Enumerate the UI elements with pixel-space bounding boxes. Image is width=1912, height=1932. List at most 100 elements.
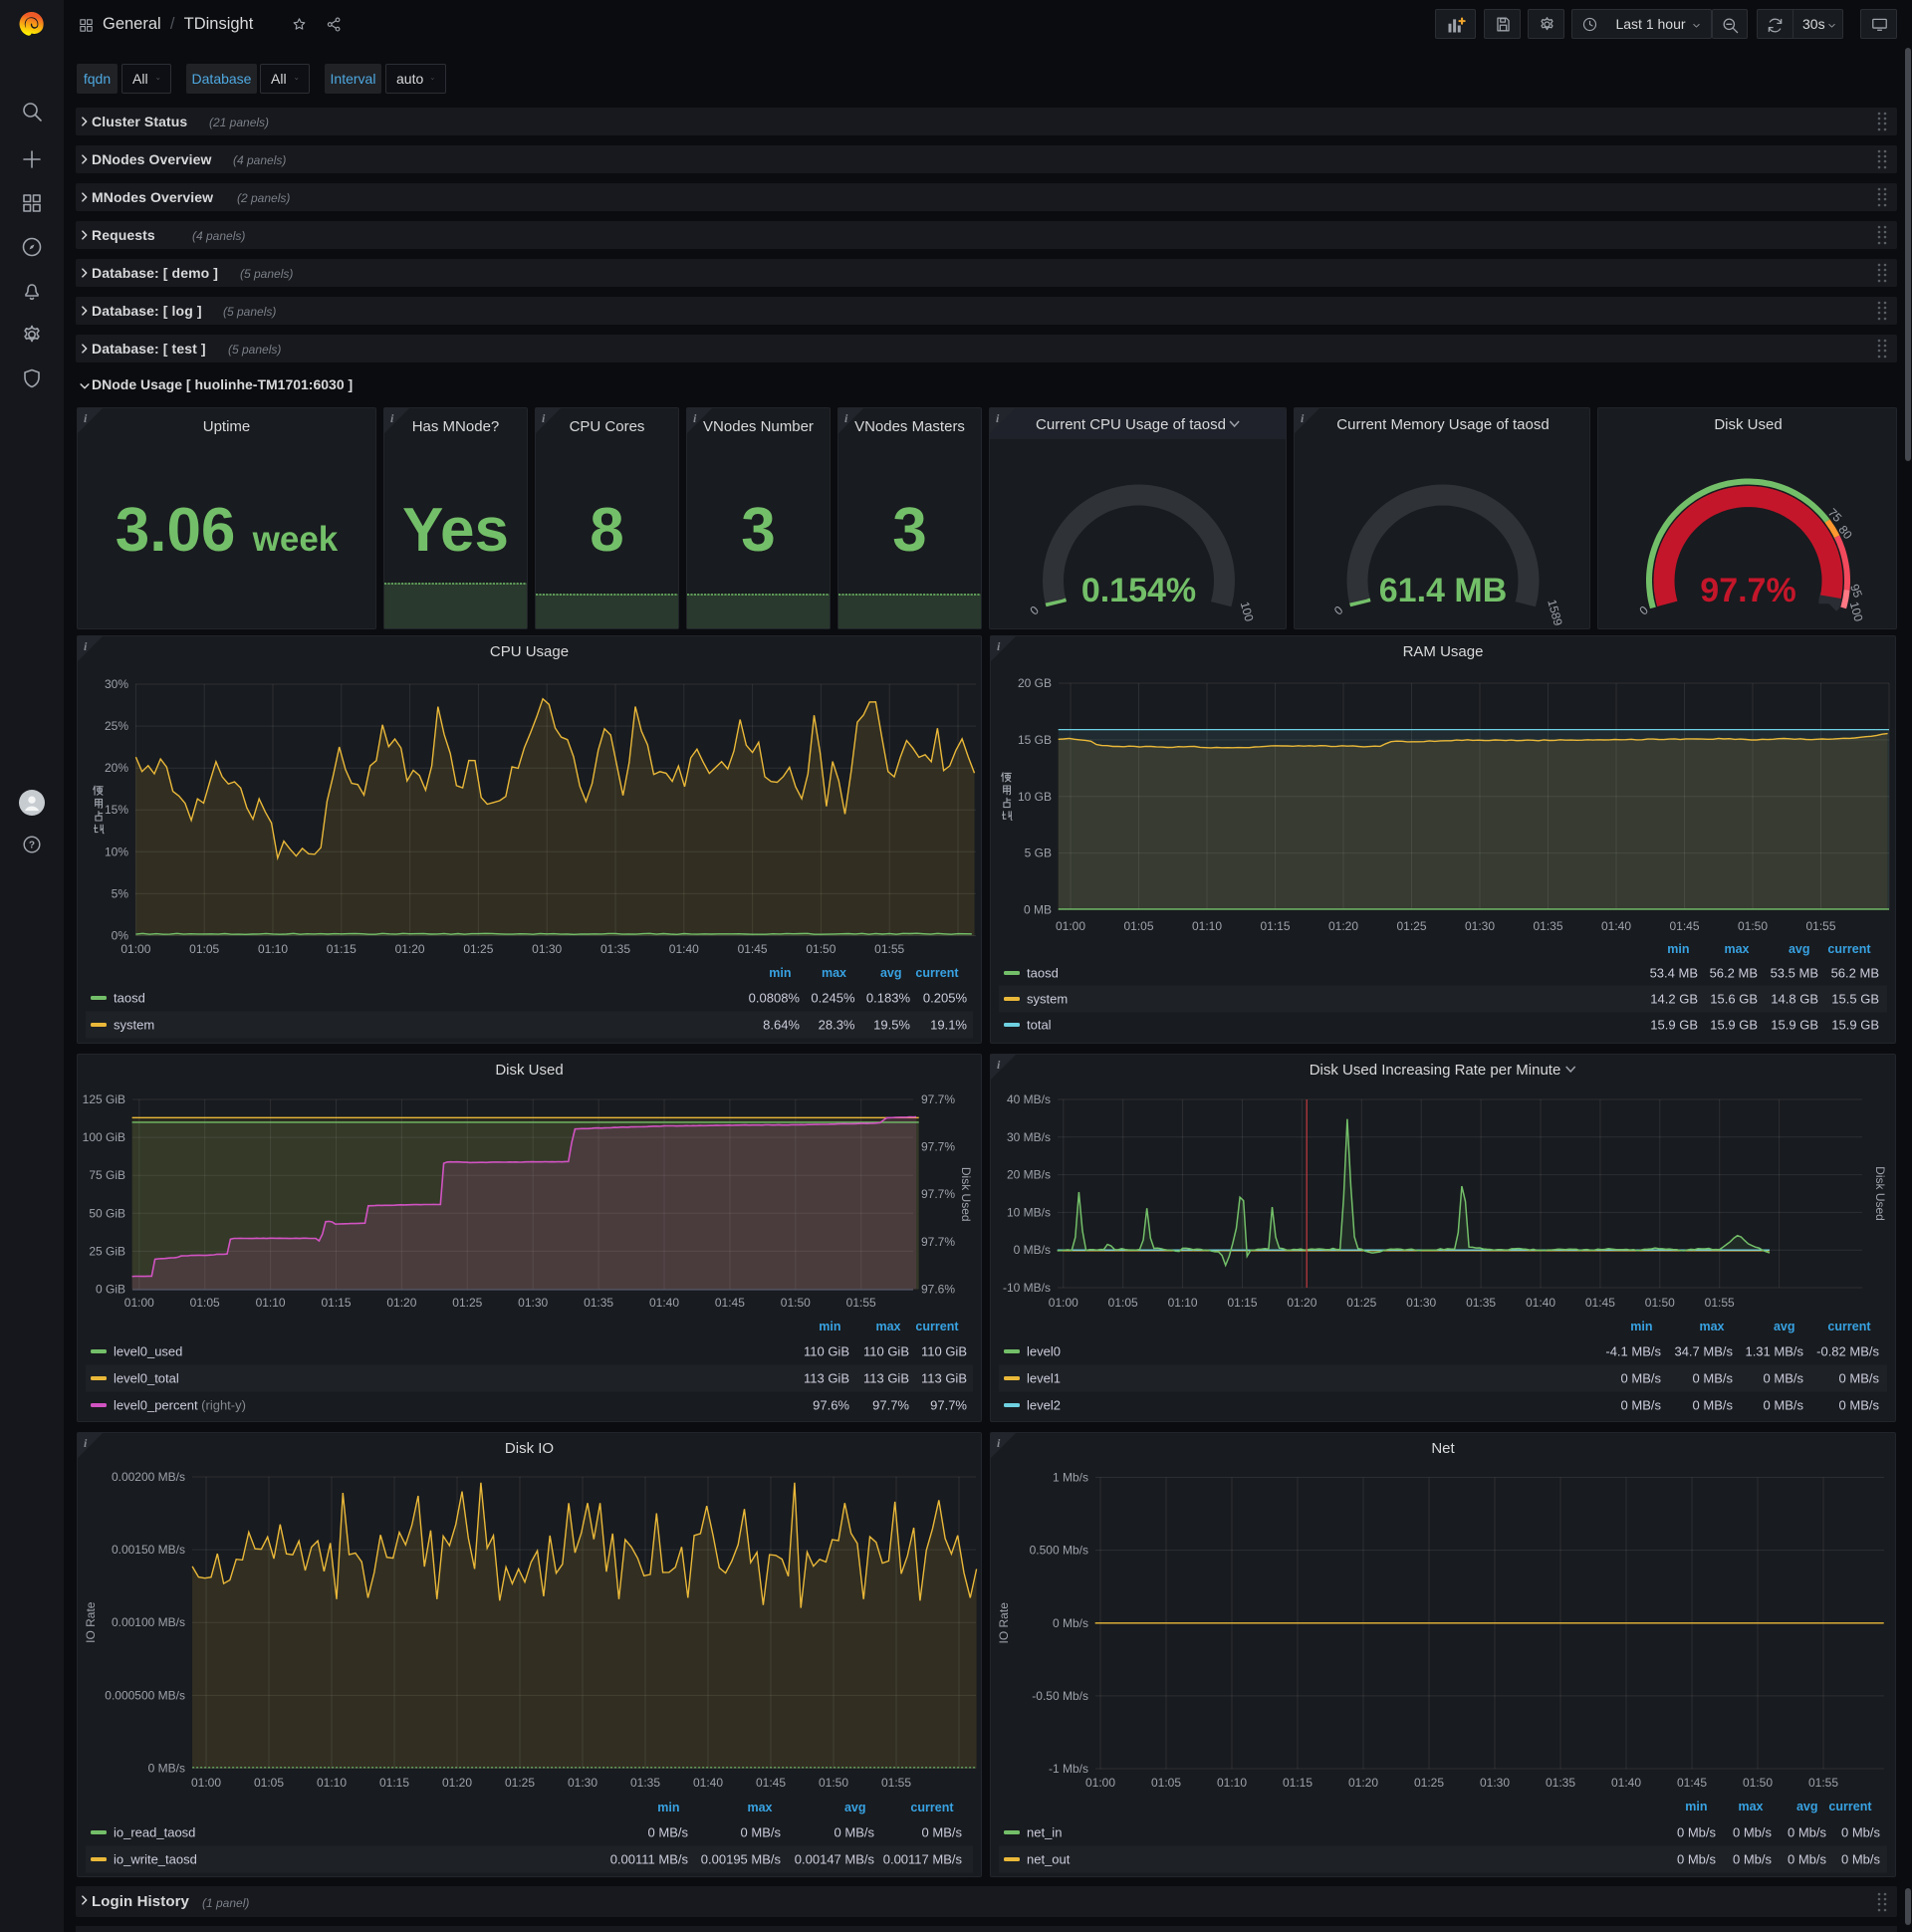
svg-text:01:35: 01:35 xyxy=(1533,919,1562,933)
svg-text:01:35: 01:35 xyxy=(600,942,630,956)
svg-text:10%: 10% xyxy=(105,845,128,858)
svg-text:taosd: taosd xyxy=(1027,966,1059,981)
svg-text:net_in: net_in xyxy=(1027,1825,1062,1840)
svg-text:97.7%: 97.7% xyxy=(1700,572,1795,609)
svg-text:01:25: 01:25 xyxy=(1414,1776,1444,1790)
svg-text:current: current xyxy=(915,966,959,980)
svg-text:current: current xyxy=(1827,942,1871,956)
svg-text:75 GiB: 75 GiB xyxy=(89,1168,125,1182)
svg-text:01:50: 01:50 xyxy=(806,942,836,956)
svg-text:level0: level0 xyxy=(1027,1344,1061,1359)
svg-text:0.00111 MB/s: 0.00111 MB/s xyxy=(610,1852,689,1867)
svg-text:0 MB/s: 0 MB/s xyxy=(648,1825,689,1840)
svg-text:01:10: 01:10 xyxy=(1192,919,1222,933)
svg-text:0 Mb/s: 0 Mb/s xyxy=(1733,1852,1773,1867)
svg-text:0.00195 MB/s: 0.00195 MB/s xyxy=(701,1852,782,1867)
svg-text:30%: 30% xyxy=(105,677,128,691)
svg-text:19.5%: 19.5% xyxy=(873,1018,910,1033)
svg-text:avg: avg xyxy=(844,1801,866,1814)
svg-text:01:50: 01:50 xyxy=(1743,1776,1773,1790)
svg-text:0.245%: 0.245% xyxy=(811,991,855,1006)
svg-text:01:05: 01:05 xyxy=(1108,1296,1138,1310)
svg-text:Disk Used: Disk Used xyxy=(959,1167,973,1222)
svg-text:0.183%: 0.183% xyxy=(866,991,911,1006)
svg-text:113 GiB: 113 GiB xyxy=(804,1371,849,1386)
svg-text:io_read_taosd: io_read_taosd xyxy=(114,1825,195,1840)
svg-text:0 MB/s: 0 MB/s xyxy=(835,1825,875,1840)
svg-text:10 MB/s: 10 MB/s xyxy=(1007,1205,1051,1219)
svg-text:current: current xyxy=(1827,1320,1871,1333)
svg-text:53.5 MB: 53.5 MB xyxy=(1771,966,1818,981)
svg-text:avg: avg xyxy=(1774,1320,1795,1333)
svg-text:01:30: 01:30 xyxy=(532,942,562,956)
svg-text:0: 0 xyxy=(1637,603,1652,617)
svg-text:01:50: 01:50 xyxy=(781,1296,811,1310)
svg-text:01:05: 01:05 xyxy=(1123,919,1153,933)
svg-text:0 MB/s: 0 MB/s xyxy=(741,1825,782,1840)
svg-text:01:30: 01:30 xyxy=(1465,919,1495,933)
svg-text:min: min xyxy=(769,966,791,980)
svg-text:taosd: taosd xyxy=(114,991,145,1006)
svg-text:level1: level1 xyxy=(1027,1371,1061,1386)
svg-text:Disk Used Increasing Rate per: Disk Used Increasing Rate per Minute xyxy=(1310,1062,1561,1079)
svg-text:01:20: 01:20 xyxy=(386,1296,416,1310)
svg-text:14.2 GB: 14.2 GB xyxy=(1650,992,1698,1007)
svg-text:113 GiB: 113 GiB xyxy=(921,1371,967,1386)
svg-text:20 MB/s: 20 MB/s xyxy=(1007,1168,1051,1182)
svg-text:0 Mb/s: 0 Mb/s xyxy=(1677,1825,1717,1840)
svg-text:01:35: 01:35 xyxy=(584,1296,613,1310)
svg-text:0 MB/s: 0 MB/s xyxy=(1621,1398,1662,1413)
svg-text:15.5 GB: 15.5 GB xyxy=(1831,992,1879,1007)
svg-text:15.6 GB: 15.6 GB xyxy=(1710,992,1758,1007)
svg-text:system: system xyxy=(114,1018,154,1033)
svg-text:Disk Used: Disk Used xyxy=(1873,1166,1887,1221)
svg-text:97.7%: 97.7% xyxy=(930,1398,967,1413)
svg-text:max: max xyxy=(747,1801,772,1814)
svg-text:0 MB/s: 0 MB/s xyxy=(1764,1398,1804,1413)
svg-text:0 GiB: 0 GiB xyxy=(96,1283,125,1297)
svg-text:level2: level2 xyxy=(1027,1398,1061,1413)
svg-text:50 GiB: 50 GiB xyxy=(89,1206,125,1220)
svg-text:01:15: 01:15 xyxy=(379,1776,409,1790)
svg-text:net_out: net_out xyxy=(1027,1852,1071,1867)
svg-text:01:00: 01:00 xyxy=(124,1296,154,1310)
svg-text:min: min xyxy=(1630,1320,1652,1333)
svg-text:125 GiB: 125 GiB xyxy=(83,1092,125,1106)
svg-text:01:20: 01:20 xyxy=(1348,1776,1378,1790)
svg-text:40 MB/s: 40 MB/s xyxy=(1007,1092,1051,1106)
svg-text:25%: 25% xyxy=(105,719,128,733)
svg-text:current: current xyxy=(915,1320,959,1333)
svg-text:110 GiB: 110 GiB xyxy=(804,1344,849,1359)
svg-text:Disk Used: Disk Used xyxy=(495,1062,563,1079)
svg-text:Disk IO: Disk IO xyxy=(505,1440,554,1457)
svg-text:0 MB/s: 0 MB/s xyxy=(1621,1371,1662,1386)
svg-text:0 MB/s: 0 MB/s xyxy=(1693,1398,1734,1413)
svg-text:?: ? xyxy=(29,841,35,851)
svg-text:0 Mb/s: 0 Mb/s xyxy=(1788,1825,1827,1840)
svg-text:level0_total: level0_total xyxy=(114,1371,179,1386)
svg-text:01:30: 01:30 xyxy=(518,1296,548,1310)
svg-text:113 GiB: 113 GiB xyxy=(863,1371,909,1386)
svg-text:01:45: 01:45 xyxy=(738,942,768,956)
svg-text:01:05: 01:05 xyxy=(190,1296,220,1310)
svg-text:01:05: 01:05 xyxy=(1151,1776,1181,1790)
svg-text:01:00: 01:00 xyxy=(120,942,150,956)
svg-text:-10 MB/s: -10 MB/s xyxy=(1003,1281,1051,1295)
svg-text:01:40: 01:40 xyxy=(649,1296,679,1310)
svg-text:CPU Usage: CPU Usage xyxy=(490,643,569,660)
svg-text:56.2 MB: 56.2 MB xyxy=(1710,966,1758,981)
svg-text:97.7%: 97.7% xyxy=(921,1140,955,1154)
svg-text:110 GiB: 110 GiB xyxy=(921,1344,967,1359)
svg-text:01:15: 01:15 xyxy=(1227,1296,1257,1310)
svg-text:01:20: 01:20 xyxy=(442,1776,472,1790)
svg-text:01:50: 01:50 xyxy=(1738,919,1768,933)
svg-text:01:30: 01:30 xyxy=(1406,1296,1436,1310)
svg-text:io_write_taosd: io_write_taosd xyxy=(114,1852,197,1867)
svg-text:0.00117 MB/s: 0.00117 MB/s xyxy=(883,1852,963,1867)
svg-text:01:25: 01:25 xyxy=(1396,919,1426,933)
svg-text:0 Mb/s: 0 Mb/s xyxy=(1841,1852,1881,1867)
svg-text:IO Rate: IO Rate xyxy=(997,1602,1011,1644)
svg-text:01:15: 01:15 xyxy=(321,1296,351,1310)
svg-text:01:00: 01:00 xyxy=(191,1776,221,1790)
svg-text:0: 0 xyxy=(1028,603,1043,617)
